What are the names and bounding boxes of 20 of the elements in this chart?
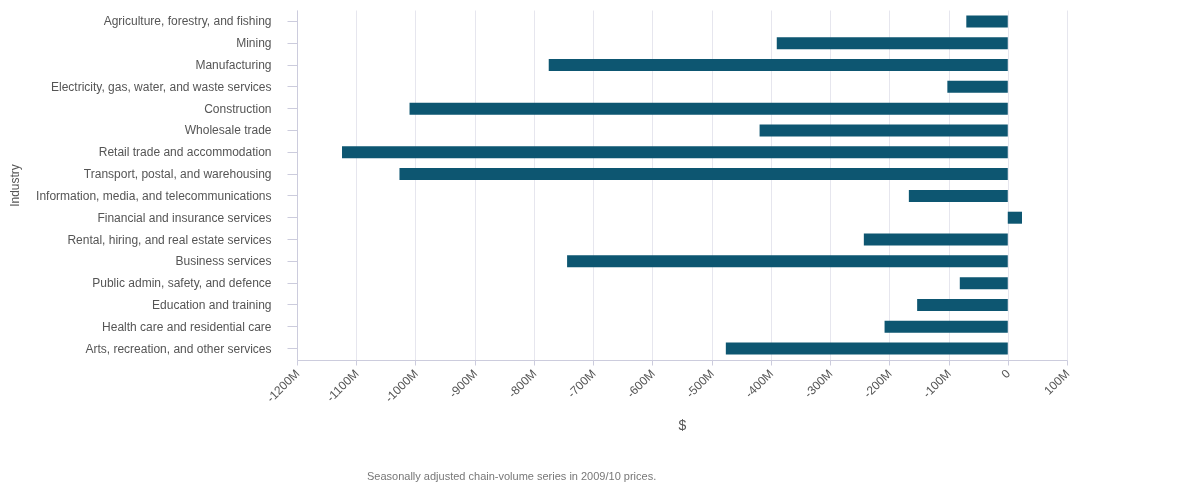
y-tick-label: Retail trade and accommodation bbox=[98, 145, 272, 160]
y-tick-label: Manufacturing bbox=[195, 58, 272, 73]
y-tick-label: Wholesale trade bbox=[184, 123, 272, 138]
y-tick-label: Education and training bbox=[152, 297, 272, 312]
y-tick-label: Business services bbox=[175, 254, 272, 269]
y-tick-label: Public admin, safety, and defence bbox=[92, 276, 272, 291]
y-tick-label: Financial and insurance services bbox=[97, 210, 272, 225]
y-tick-label: Information, media, and telecommunications bbox=[36, 188, 272, 203]
y-tick-label: Construction bbox=[204, 101, 272, 116]
x-tick-label: 0 bbox=[998, 366, 1014, 382]
y-tick-label: Transport, postal, and warehousing bbox=[83, 167, 272, 182]
y-tick-label: Mining bbox=[236, 36, 272, 51]
x-axis-title: $ bbox=[678, 416, 687, 433]
y-tick-label: Arts, recreation, and other services bbox=[85, 341, 272, 356]
text: Seasonally adjusted chain-volume series in 2009/10 prices. bbox=[367, 470, 657, 482]
y-tick-label: Electricity, gas, water, and waste services bbox=[50, 79, 272, 94]
y-axis-title: Industry bbox=[7, 164, 22, 207]
y-tick-label: Health care and residential care bbox=[102, 319, 272, 334]
y-tick-label: Agriculture, forestry, and fishing bbox=[103, 14, 272, 29]
y-tick-label: Rental, hiring, and real estate services bbox=[67, 232, 272, 247]
